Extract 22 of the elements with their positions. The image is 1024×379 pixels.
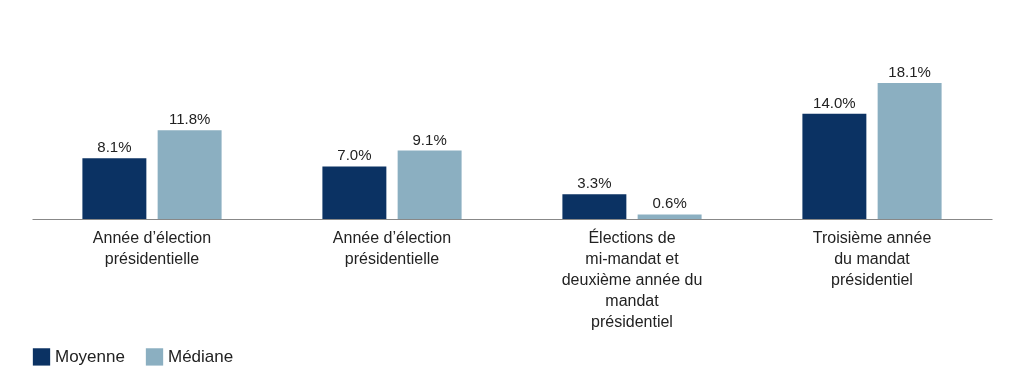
data-label: 9.1% xyxy=(412,130,447,148)
data-label: 3.3% xyxy=(577,174,612,192)
bar xyxy=(397,150,462,219)
bar xyxy=(157,130,222,219)
bar xyxy=(637,214,702,219)
bar xyxy=(82,158,147,219)
data-label: 0.6% xyxy=(652,194,687,212)
data-label: 7.0% xyxy=(337,146,372,164)
bar xyxy=(877,83,942,219)
bar xyxy=(562,194,627,219)
data-label: 14.0% xyxy=(813,93,856,111)
legend-label: Moyenne xyxy=(55,346,125,366)
legend-label: Médiane xyxy=(168,346,234,366)
bar xyxy=(322,166,387,219)
x-tick-label: Année d’élection présidentielle xyxy=(92,228,212,267)
x-tick-label: Troisième année du mandat présidentiel xyxy=(812,228,932,288)
data-label: 18.1% xyxy=(888,63,931,80)
data-label: 8.1% xyxy=(97,138,132,156)
x-tick-label: Élections de mi-mandat et deuxième année du mandat présidentiel xyxy=(561,227,703,330)
bar xyxy=(802,113,867,219)
x-tick-label: Année d’élection présidentielle xyxy=(332,228,452,267)
data-label: 11.8% xyxy=(168,110,211,128)
